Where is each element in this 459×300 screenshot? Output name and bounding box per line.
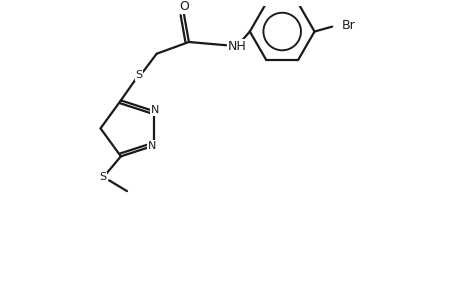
Text: Br: Br [341, 19, 355, 32]
Text: S: S [135, 70, 142, 80]
Text: NH: NH [228, 40, 246, 53]
Text: N: N [150, 105, 159, 115]
Text: O: O [179, 0, 189, 13]
Text: N: N [147, 141, 156, 151]
Text: S: S [100, 172, 106, 182]
